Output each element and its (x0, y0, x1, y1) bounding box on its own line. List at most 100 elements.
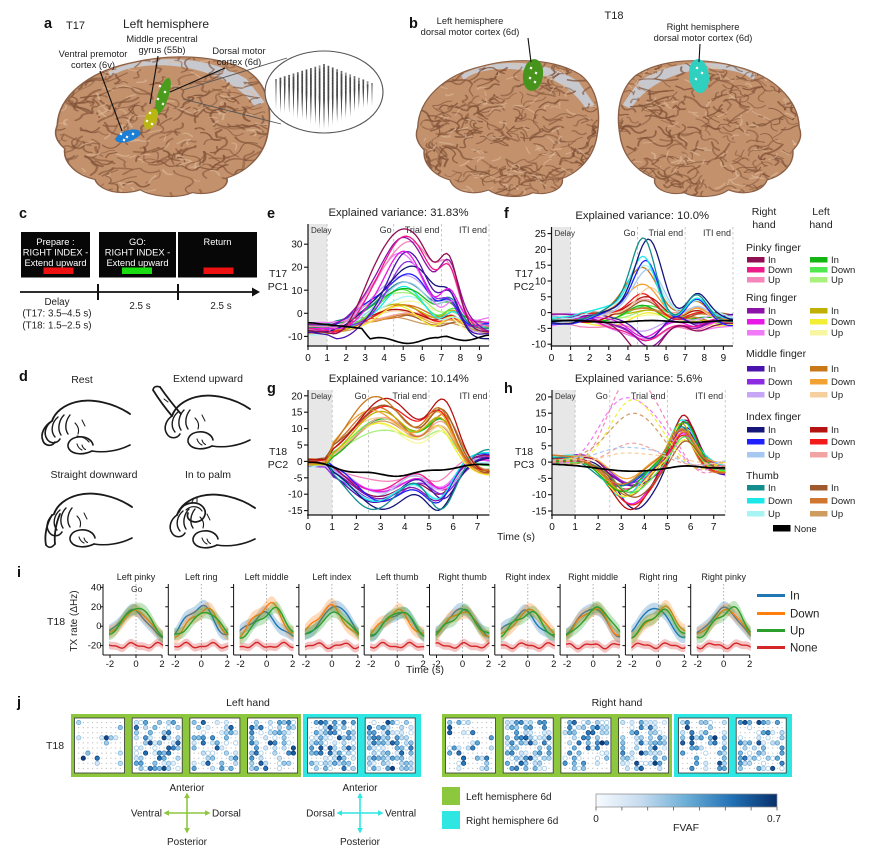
svg-text:2: 2 (595, 522, 601, 533)
svg-text:Left ring: Left ring (185, 572, 218, 582)
svg-text:PC2: PC2 (514, 281, 535, 293)
svg-text:-5: -5 (294, 473, 303, 484)
svg-text:-20: -20 (88, 641, 102, 652)
svg-text:Extend upward: Extend upward (106, 258, 168, 268)
svg-text:2: 2 (354, 522, 360, 533)
svg-text:Dorsal: Dorsal (306, 809, 335, 820)
svg-text:Anterior: Anterior (169, 783, 205, 794)
svg-text:2: 2 (159, 659, 164, 670)
svg-text:5: 5 (541, 441, 547, 452)
svg-text:Left hemisphere 6d: Left hemisphere 6d (466, 792, 552, 803)
svg-text:0: 0 (590, 659, 595, 670)
svg-text:Ventral premotor: Ventral premotor (59, 49, 128, 59)
svg-text:In: In (768, 255, 776, 266)
svg-text:RIGHT INDEX -: RIGHT INDEX - (23, 248, 88, 258)
svg-text:Middle precentral: Middle precentral (126, 34, 197, 44)
svg-text:Straight downward: Straight downward (51, 469, 138, 481)
svg-text:2: 2 (682, 659, 687, 670)
svg-text:Down: Down (768, 377, 792, 388)
svg-text:Time (s): Time (s) (497, 531, 535, 543)
svg-text:T18: T18 (269, 446, 287, 458)
svg-text:Go: Go (380, 225, 392, 235)
svg-text:Left hand: Left hand (226, 697, 270, 709)
svg-text:8: 8 (458, 353, 464, 364)
svg-text:1: 1 (572, 522, 578, 533)
svg-text:15: 15 (535, 409, 547, 420)
svg-text:4: 4 (381, 353, 387, 364)
svg-text:Up: Up (831, 390, 843, 401)
svg-text:7: 7 (711, 522, 717, 533)
svg-text:In: In (831, 364, 839, 375)
svg-text:8: 8 (702, 353, 708, 364)
svg-text:20: 20 (291, 391, 303, 402)
svg-text:cortex (6d): cortex (6d) (217, 57, 261, 67)
svg-text:Rest: Rest (71, 374, 93, 386)
svg-text:Up: Up (831, 509, 843, 520)
svg-text:Down: Down (768, 317, 792, 328)
svg-text:d: d (19, 369, 28, 385)
svg-text:4: 4 (625, 353, 631, 364)
svg-text:gyrus (55b): gyrus (55b) (138, 45, 185, 55)
svg-text:5: 5 (540, 292, 546, 303)
svg-text:Up: Up (831, 328, 843, 339)
svg-text:In: In (831, 483, 839, 494)
svg-text:25: 25 (535, 229, 547, 240)
svg-text:-2: -2 (236, 659, 244, 670)
svg-text:Right hand: Right hand (592, 697, 643, 709)
svg-text:15: 15 (535, 261, 547, 272)
svg-text:i: i (17, 565, 21, 581)
svg-text:e: e (267, 206, 275, 222)
svg-text:cortex (6v): cortex (6v) (71, 60, 115, 70)
svg-text:-2: -2 (628, 659, 636, 670)
svg-text:c: c (19, 206, 27, 222)
svg-text:f: f (504, 206, 509, 222)
svg-text:7: 7 (682, 353, 688, 364)
svg-text:Ring finger: Ring finger (746, 292, 797, 304)
svg-text:Left hemisphere: Left hemisphere (437, 16, 504, 26)
svg-text:0: 0 (593, 814, 599, 825)
svg-text:In: In (768, 364, 776, 375)
svg-text:Left index: Left index (312, 572, 352, 582)
svg-text:PC1: PC1 (268, 281, 289, 293)
svg-text:In: In (768, 425, 776, 436)
svg-text:In to palm: In to palm (185, 469, 231, 481)
svg-text:Ventral: Ventral (385, 809, 416, 820)
svg-text:-2: -2 (432, 659, 440, 670)
svg-text:2: 2 (290, 659, 295, 670)
svg-text:Go: Go (354, 391, 366, 401)
svg-text:T18: T18 (47, 616, 65, 628)
svg-text:Right ring: Right ring (639, 572, 678, 582)
svg-text:Explained variance: 10.0%: Explained variance: 10.0% (575, 210, 709, 222)
svg-text:(T17: 3.5–4.5 s): (T17: 3.5–4.5 s) (22, 309, 91, 320)
svg-text:0: 0 (549, 353, 555, 364)
svg-text:Right hemisphere 6d: Right hemisphere 6d (466, 816, 558, 827)
svg-text:Right index: Right index (505, 572, 551, 582)
svg-text:0: 0 (329, 659, 334, 670)
svg-text:4: 4 (642, 522, 648, 533)
svg-text:ITI end: ITI end (459, 391, 487, 401)
svg-text:-2: -2 (367, 659, 375, 670)
svg-text:0: 0 (656, 659, 661, 670)
svg-text:TX rate (ΔHz): TX rate (ΔHz) (69, 590, 80, 651)
svg-text:None: None (794, 524, 817, 535)
svg-text:20: 20 (535, 392, 547, 403)
svg-text:hand: hand (752, 219, 776, 231)
svg-text:1: 1 (324, 353, 330, 364)
svg-text:Up: Up (831, 450, 843, 461)
svg-text:Down: Down (831, 496, 855, 507)
svg-text:In: In (768, 306, 776, 317)
svg-text:-15: -15 (288, 506, 303, 517)
svg-text:2: 2 (747, 659, 752, 670)
svg-text:T17: T17 (269, 268, 287, 280)
svg-text:3: 3 (619, 522, 625, 533)
svg-text:RIGHT INDEX -: RIGHT INDEX - (105, 248, 170, 258)
svg-text:Delay: Delay (555, 229, 575, 238)
svg-text:-10: -10 (532, 340, 547, 351)
svg-text:Go: Go (596, 391, 608, 401)
svg-text:Dorsal motor: Dorsal motor (212, 46, 265, 56)
svg-text:hand: hand (809, 219, 833, 231)
svg-text:Down: Down (831, 265, 855, 276)
svg-text:0: 0 (305, 522, 311, 533)
svg-text:Extend upward: Extend upward (173, 373, 243, 385)
svg-text:PC2: PC2 (268, 459, 289, 471)
